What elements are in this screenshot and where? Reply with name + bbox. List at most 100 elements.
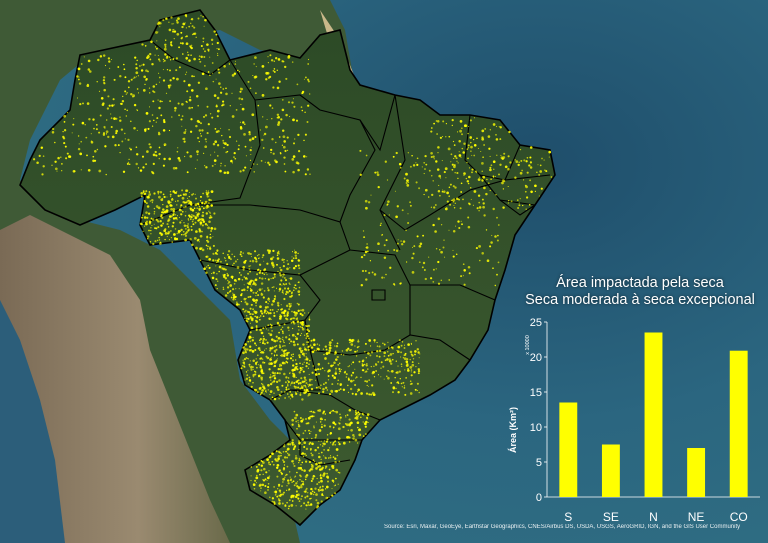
drought-dot [397, 365, 399, 367]
drought-dot [322, 387, 325, 391]
drought-dot [369, 354, 372, 357]
drought-dot [298, 150, 301, 153]
drought-dot [168, 215, 172, 218]
drought-dot [307, 501, 310, 504]
drought-dot [459, 120, 463, 123]
drought-dot [260, 490, 262, 492]
drought-dot [548, 156, 550, 158]
drought-dot [407, 152, 409, 154]
drought-dot [299, 475, 302, 478]
drought-dot [241, 107, 245, 111]
drought-dot [148, 222, 152, 225]
drought-dot [308, 316, 311, 318]
drought-dot [209, 213, 211, 215]
drought-dot [287, 452, 289, 454]
drought-dot [355, 376, 358, 379]
drought-dot [309, 441, 312, 444]
drought-dot [304, 312, 306, 314]
drought-dot [362, 369, 365, 372]
drought-dot [499, 126, 502, 129]
drought-dot [254, 342, 256, 345]
drought-dot [133, 127, 136, 130]
drought-dot [111, 135, 115, 139]
drought-dot [197, 17, 200, 20]
drought-dot [376, 355, 378, 357]
drought-dot [284, 476, 286, 478]
drought-dot [355, 411, 357, 414]
drought-dot [153, 119, 155, 122]
drought-dot [217, 52, 219, 54]
drought-dot [347, 378, 350, 381]
drought-dot [137, 110, 139, 112]
drought-dot [431, 193, 434, 197]
drought-dot [282, 338, 284, 341]
drought-dot [303, 502, 306, 505]
drought-dot [320, 500, 323, 503]
drought-dot [293, 382, 296, 385]
drought-dot [312, 338, 316, 342]
drought-dot [364, 380, 367, 382]
drought-dot [411, 256, 414, 260]
drought-dot [178, 230, 181, 233]
drought-dot [491, 234, 493, 237]
drought-dot [101, 103, 105, 106]
drought-dot [247, 80, 250, 83]
drought-dot [189, 45, 192, 48]
drought-dot [228, 281, 231, 284]
drought-dot [312, 475, 315, 478]
drought-dot [301, 327, 305, 331]
drought-dot [335, 370, 337, 372]
drought-dot [244, 343, 247, 346]
drought-dot [205, 271, 208, 274]
drought-dot [159, 220, 162, 223]
drought-dot [226, 286, 230, 289]
drought-dot [243, 261, 246, 264]
drought-dot [472, 204, 474, 206]
drought-dot [437, 146, 440, 149]
drought-dot [373, 273, 377, 276]
drought-dot [256, 273, 259, 276]
drought-dot [157, 206, 161, 210]
drought-dot [196, 159, 198, 161]
drought-dot [323, 442, 326, 446]
drought-dot [366, 363, 368, 365]
drought-dot [395, 387, 397, 390]
drought-dot [235, 303, 239, 306]
drought-dot [339, 368, 341, 370]
drought-dot [218, 71, 221, 74]
drought-dot [276, 251, 280, 255]
drought-dot [357, 428, 361, 432]
drought-dot [184, 205, 187, 208]
drought-dot [278, 379, 281, 382]
drought-dot [294, 476, 296, 478]
drought-dot [145, 163, 148, 166]
drought-dot [267, 278, 270, 281]
drought-dot [476, 137, 478, 140]
drought-dot [226, 274, 230, 277]
drought-dot [265, 301, 268, 304]
drought-dot [184, 35, 187, 38]
drought-dot [149, 200, 151, 202]
drought-dot [398, 162, 402, 166]
drought-dot [197, 203, 200, 206]
drought-dot [282, 293, 284, 295]
drought-dot [240, 251, 242, 253]
drought-dot [240, 300, 243, 303]
drought-dot [432, 180, 434, 182]
drought-dot [301, 443, 303, 445]
drought-dot [302, 370, 305, 373]
drought-dot [295, 337, 299, 341]
drought-dot [460, 182, 463, 185]
drought-dot [283, 163, 286, 165]
drought-dot [387, 369, 389, 372]
drought-dot [339, 413, 341, 416]
drought-dot [296, 83, 299, 86]
drought-dot [169, 204, 173, 207]
drought-dot [282, 345, 284, 347]
drought-dot [369, 260, 372, 262]
drought-dot [507, 202, 510, 204]
drought-dot [385, 273, 387, 276]
drought-dot [137, 167, 140, 169]
drought-dot [460, 156, 462, 158]
drought-dot [186, 71, 188, 73]
